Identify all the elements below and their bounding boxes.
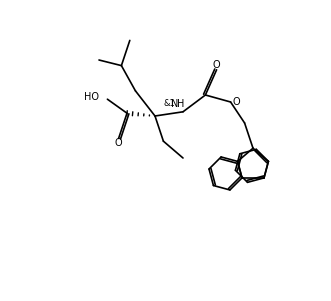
Text: N: N [171,99,179,109]
Text: H: H [177,99,185,109]
Text: &1: &1 [163,99,175,108]
Text: O: O [233,97,240,107]
Text: O: O [115,138,122,148]
Text: O: O [213,60,220,70]
Text: HO: HO [84,92,99,102]
